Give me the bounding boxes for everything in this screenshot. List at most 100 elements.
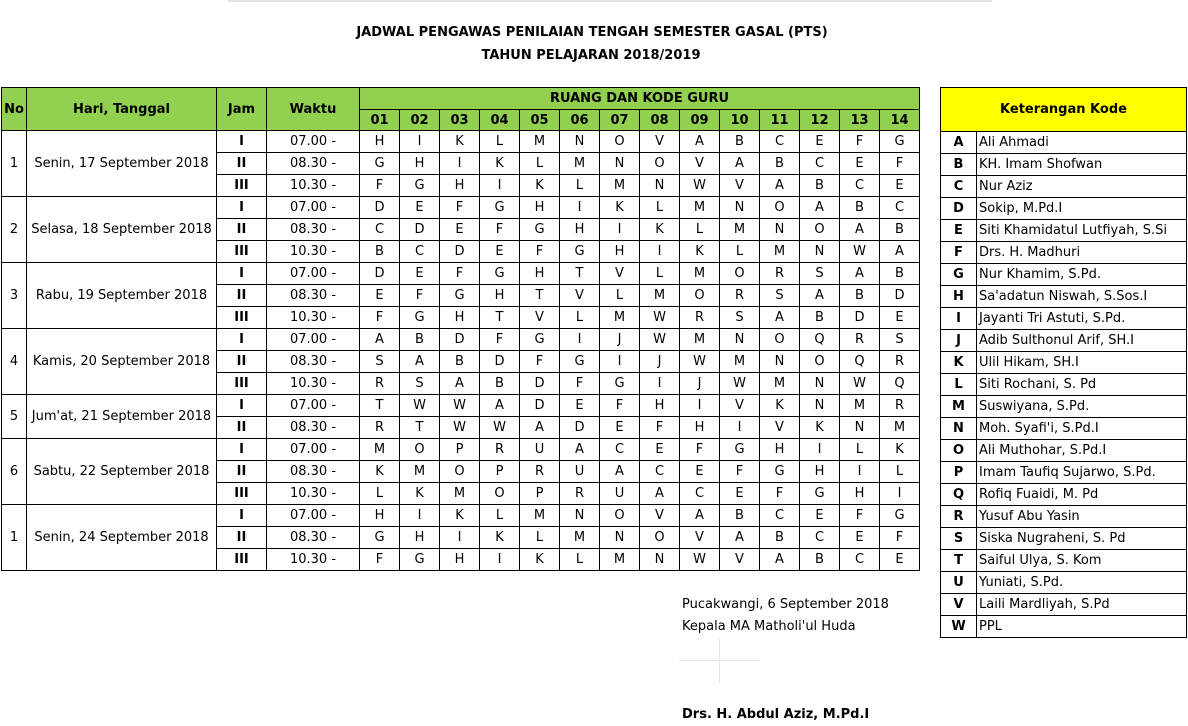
teacher-code-cell: Q xyxy=(799,328,840,351)
session-jam: II xyxy=(216,284,267,307)
session-jam: I xyxy=(216,262,267,285)
legend-code: O xyxy=(940,439,977,462)
teacher-code-cell: I xyxy=(439,526,480,549)
legend-name: Nur Khamim, S.Pd. xyxy=(976,263,1187,286)
teacher-code-cell: N xyxy=(599,152,640,175)
teacher-code-cell: S xyxy=(399,372,440,395)
teacher-code-cell: B xyxy=(799,174,840,197)
teacher-code-cell: D xyxy=(359,196,400,219)
teacher-code-cell: I xyxy=(599,218,640,241)
teacher-code-cell: O xyxy=(439,460,480,483)
session-waktu: 07.00 - xyxy=(266,438,360,461)
teacher-code-cell: K xyxy=(439,504,480,527)
teacher-code-cell: L xyxy=(519,526,560,549)
teacher-code-cell: C xyxy=(679,482,720,505)
legend-name: Saiful Ulya, S. Kom xyxy=(976,549,1187,572)
teacher-code-cell: W xyxy=(439,416,480,439)
legend-name: Sa'adatun Niswah, S.Sos.I xyxy=(976,285,1187,308)
teacher-code-cell: K xyxy=(639,218,680,241)
legend-name: Sokip, M.Pd.I xyxy=(976,197,1187,220)
teacher-code-cell: G xyxy=(439,284,480,307)
legend-code: M xyxy=(940,395,977,418)
legend-name: Siti Rochani, S. Pd xyxy=(976,373,1187,396)
legend-row: R Yusuf Abu Yasin xyxy=(940,505,1187,528)
session-jam: I xyxy=(216,438,267,461)
teacher-code-cell: K xyxy=(519,548,560,571)
teacher-code-cell: M xyxy=(439,482,480,505)
teacher-code-cell: A xyxy=(759,548,800,571)
legend-row: S Siska Nugraheni, S. Pd xyxy=(940,527,1187,550)
teacher-code-cell: R xyxy=(879,350,920,373)
teacher-code-cell: H xyxy=(479,284,520,307)
session-waktu: 08.30 - xyxy=(266,152,360,175)
signature-role: Kepala MA Matholi'ul Huda xyxy=(682,619,856,634)
session-jam: III xyxy=(216,240,267,263)
teacher-code-cell: I xyxy=(639,240,680,263)
room-number-header: 05 xyxy=(519,109,560,131)
teacher-code-cell: H xyxy=(359,130,400,153)
room-number-header: 10 xyxy=(719,109,760,131)
teacher-code-cell: B xyxy=(719,504,760,527)
teacher-code-cell: E xyxy=(799,130,840,153)
teacher-code-cell: L xyxy=(679,218,720,241)
teacher-code-cell: O xyxy=(799,218,840,241)
teacher-code-cell: V xyxy=(639,130,680,153)
teacher-code-cell: E xyxy=(879,306,920,329)
teacher-code-cell: I xyxy=(839,460,880,483)
room-number-header: 08 xyxy=(639,109,680,131)
teacher-code-cell: K xyxy=(599,196,640,219)
legend-code: I xyxy=(940,307,977,330)
day-date: Sabtu, 22 September 2018 xyxy=(26,438,217,505)
teacher-code-cell: D xyxy=(439,328,480,351)
teacher-code-cell: J xyxy=(599,328,640,351)
teacher-code-cell: D xyxy=(479,350,520,373)
day-date: Senin, 17 September 2018 xyxy=(26,130,217,197)
session-waktu: 10.30 - xyxy=(266,306,360,329)
legend-code: W xyxy=(940,615,977,638)
teacher-code-cell: B xyxy=(399,328,440,351)
teacher-code-cell: N xyxy=(799,394,840,417)
teacher-code-cell: O xyxy=(639,152,680,175)
legend-code: B xyxy=(940,153,977,176)
legend-code: C xyxy=(940,175,977,198)
teacher-code-cell: A xyxy=(759,306,800,329)
room-number-header: 12 xyxy=(799,109,840,131)
teacher-code-cell: M xyxy=(679,262,720,285)
session-waktu: 08.30 - xyxy=(266,284,360,307)
teacher-code-cell: K xyxy=(479,152,520,175)
signature-area xyxy=(679,638,760,683)
teacher-code-cell: F xyxy=(479,218,520,241)
teacher-code-cell: O xyxy=(719,262,760,285)
teacher-code-cell: E xyxy=(839,152,880,175)
teacher-code-cell: M xyxy=(559,152,600,175)
legend-code: G xyxy=(940,263,977,286)
legend-code: P xyxy=(940,461,977,484)
teacher-code-cell: Q xyxy=(839,350,880,373)
legend-row: V Laili Mardliyah, S.Pd xyxy=(940,593,1187,616)
teacher-code-cell: L xyxy=(479,130,520,153)
teacher-code-cell: L xyxy=(639,196,680,219)
teacher-code-cell: F xyxy=(359,548,400,571)
teacher-code-cell: C xyxy=(399,240,440,263)
teacher-code-cell: H xyxy=(599,240,640,263)
teacher-code-cell: N xyxy=(599,526,640,549)
session-jam: III xyxy=(216,482,267,505)
teacher-code-cell: E xyxy=(559,394,600,417)
teacher-code-cell: F xyxy=(719,460,760,483)
schedule-table: No Hari, Tanggal Jam Waktu RUANG DAN KOD… xyxy=(1,87,920,571)
session-jam: II xyxy=(216,526,267,549)
teacher-code-cell: F xyxy=(879,152,920,175)
teacher-code-cell: V xyxy=(639,504,680,527)
teacher-code-cell: B xyxy=(759,152,800,175)
teacher-code-cell: A xyxy=(439,372,480,395)
teacher-code-cell: V xyxy=(719,394,760,417)
teacher-code-cell: V xyxy=(719,174,760,197)
teacher-code-cell: W xyxy=(719,372,760,395)
teacher-code-cell: M xyxy=(759,372,800,395)
teacher-code-cell: A xyxy=(719,526,760,549)
